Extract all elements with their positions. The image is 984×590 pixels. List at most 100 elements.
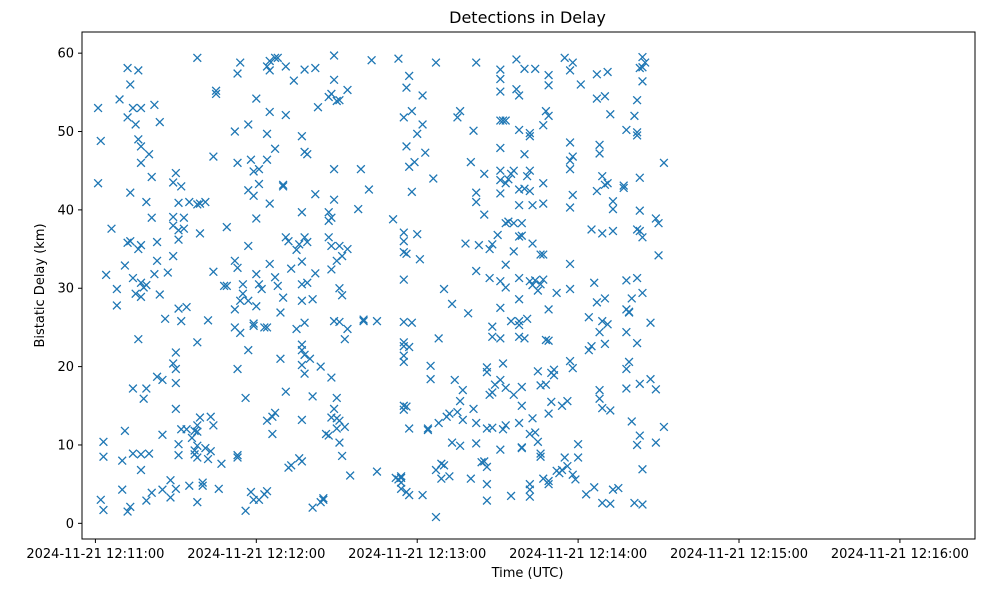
data-point	[273, 281, 283, 291]
data-point	[273, 53, 283, 63]
data-point	[174, 439, 183, 449]
data-point	[506, 316, 516, 326]
data-point	[431, 58, 441, 67]
data-point	[335, 438, 344, 447]
y-tick-label: 30	[57, 282, 74, 297]
data-point	[418, 120, 427, 129]
data-point	[195, 413, 205, 422]
data-point	[112, 301, 122, 310]
data-point	[514, 273, 524, 283]
data-point	[133, 334, 143, 344]
data-point	[632, 95, 642, 105]
data-point	[565, 138, 575, 147]
data-point	[512, 55, 521, 64]
data-point	[399, 401, 409, 411]
data-point	[573, 453, 583, 462]
data-point	[418, 490, 427, 500]
data-point	[600, 339, 610, 349]
data-point	[436, 459, 446, 469]
data-point	[605, 499, 615, 509]
data-point	[605, 406, 615, 415]
data-point	[278, 180, 288, 190]
data-point	[166, 493, 175, 502]
data-point	[404, 342, 414, 352]
data-point	[101, 270, 111, 280]
data-point	[241, 393, 250, 403]
data-point	[646, 318, 655, 328]
data-point	[509, 166, 519, 176]
data-point	[495, 175, 505, 185]
x-tick-label: 2024-11-21 12:13:00	[348, 547, 486, 562]
data-point	[142, 384, 151, 393]
data-point	[396, 471, 406, 481]
data-point	[270, 272, 280, 282]
data-point	[192, 53, 202, 63]
data-point	[525, 128, 535, 138]
data-point	[522, 314, 532, 324]
data-point	[136, 103, 146, 113]
data-point	[517, 401, 527, 411]
data-point	[544, 80, 553, 90]
data-point	[517, 382, 527, 392]
data-point	[565, 203, 575, 212]
data-point	[541, 106, 551, 116]
data-point	[340, 422, 350, 432]
data-point	[455, 396, 465, 406]
data-point	[587, 341, 596, 351]
data-point	[99, 437, 108, 447]
data-point	[297, 360, 307, 370]
data-point	[402, 402, 411, 411]
data-point	[327, 213, 336, 223]
data-point	[388, 214, 398, 224]
data-point	[235, 328, 245, 338]
data-point	[544, 70, 553, 80]
data-point	[530, 276, 540, 285]
data-point	[651, 384, 661, 394]
data-point	[297, 345, 307, 355]
data-point	[251, 94, 261, 103]
data-point	[136, 292, 146, 302]
data-point	[99, 505, 108, 515]
data-point	[517, 443, 527, 453]
data-point	[635, 173, 645, 183]
data-point	[659, 422, 669, 432]
data-point	[270, 144, 280, 154]
data-point	[192, 421, 202, 430]
data-point	[587, 225, 596, 234]
data-point	[565, 156, 575, 165]
data-point	[297, 207, 307, 217]
data-point	[329, 164, 339, 174]
data-point	[514, 294, 524, 304]
y-tick-label: 60	[57, 47, 74, 62]
data-point	[96, 495, 106, 505]
data-point	[123, 113, 132, 122]
y-tick-label: 10	[57, 438, 74, 453]
data-point	[404, 71, 414, 81]
data-point	[214, 484, 224, 494]
data-point	[276, 308, 285, 317]
data-point	[176, 182, 186, 191]
data-point	[184, 481, 194, 491]
data-point	[136, 240, 146, 250]
data-point	[174, 304, 183, 313]
data-point	[501, 383, 511, 393]
data-point	[233, 450, 242, 460]
data-point	[257, 284, 267, 294]
data-point	[335, 241, 344, 251]
data-point	[407, 318, 417, 328]
data-point	[495, 143, 505, 153]
data-point	[125, 502, 135, 512]
data-point	[150, 269, 159, 279]
data-point	[308, 503, 317, 513]
data-point	[308, 294, 317, 304]
data-point	[278, 293, 288, 303]
data-point	[142, 280, 151, 290]
data-point	[418, 91, 427, 100]
data-point	[538, 178, 548, 188]
data-point	[302, 149, 312, 159]
data-point	[249, 167, 258, 176]
data-point	[329, 195, 339, 205]
data-point	[171, 404, 181, 414]
data-point	[557, 465, 567, 475]
data-point	[453, 113, 462, 122]
